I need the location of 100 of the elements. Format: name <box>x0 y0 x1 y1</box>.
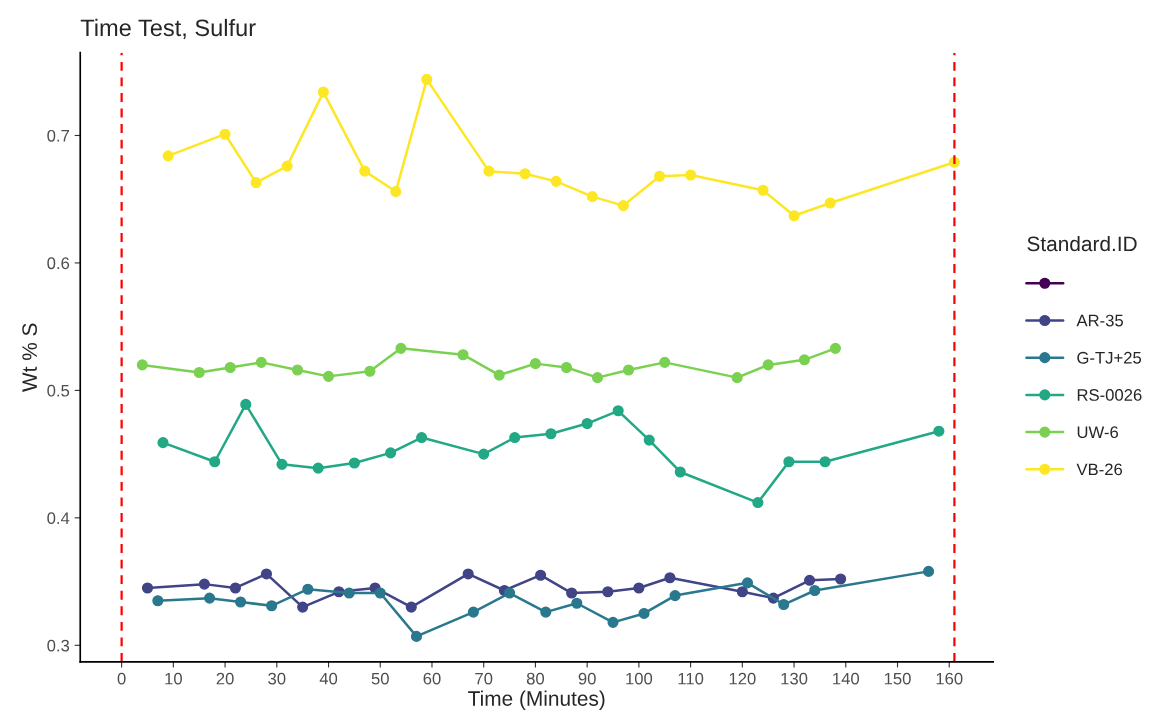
x-tick-label: 30 <box>268 672 286 685</box>
point <box>519 168 531 180</box>
x-tick-label: 150 <box>884 672 911 685</box>
legend-label: UW-6 <box>1077 426 1119 439</box>
chart-title: Time Test, Sulfur <box>80 18 256 39</box>
point <box>741 577 754 589</box>
point <box>224 361 236 374</box>
point <box>462 568 474 580</box>
point <box>659 356 671 368</box>
point <box>550 175 562 187</box>
point <box>141 582 154 594</box>
point <box>643 434 655 446</box>
point <box>136 359 148 371</box>
point <box>240 398 252 410</box>
point <box>607 616 619 628</box>
point <box>255 356 267 368</box>
point <box>421 73 433 85</box>
y-tick-label: 0.3 <box>47 639 70 652</box>
point <box>219 128 231 140</box>
y-axis-title: Wt % S <box>22 323 37 392</box>
x-tick-label: 0 <box>117 672 126 685</box>
x-tick-label: 80 <box>526 672 545 685</box>
point <box>571 597 583 609</box>
point <box>483 165 495 177</box>
point <box>731 372 743 384</box>
x-tick-label: 140 <box>833 672 860 685</box>
point <box>804 574 816 586</box>
legend-label: AR-35 <box>1076 314 1123 327</box>
point <box>809 584 821 597</box>
point <box>467 606 479 618</box>
point <box>581 417 593 430</box>
point <box>204 592 216 604</box>
x-tick-label: 50 <box>371 672 389 685</box>
point <box>152 595 164 607</box>
point <box>229 582 241 594</box>
x-tick-label: 70 <box>475 672 493 685</box>
x-axis-title: Time (Minutes) <box>468 690 605 711</box>
point <box>835 573 847 585</box>
point <box>535 569 547 581</box>
point <box>478 448 490 460</box>
x-tick-label: 100 <box>626 672 653 685</box>
x-tick-label: 130 <box>781 672 808 685</box>
y-tick-label: 0.6 <box>47 257 70 270</box>
y-tick-label: 0.7 <box>47 129 69 142</box>
point <box>374 587 386 599</box>
point <box>757 184 769 196</box>
point <box>198 578 210 590</box>
point <box>633 582 645 594</box>
x-tick-label: 60 <box>423 672 441 685</box>
x-tick-label: 10 <box>165 672 182 685</box>
y-tick-label: 0.5 <box>47 384 70 397</box>
x-tick-label: 110 <box>678 672 704 685</box>
point <box>322 370 335 382</box>
point <box>529 358 541 370</box>
point <box>410 630 423 642</box>
point <box>390 186 402 198</box>
point <box>586 191 598 203</box>
point <box>602 586 614 598</box>
point <box>783 456 795 468</box>
point <box>157 437 169 449</box>
point <box>566 587 578 599</box>
point <box>364 365 376 377</box>
legend-label: RS-0026 <box>1077 389 1142 401</box>
point <box>509 431 521 444</box>
point <box>260 568 273 580</box>
point <box>385 447 397 459</box>
x-tick-label: 90 <box>578 672 596 685</box>
x-tick-label: 160 <box>936 672 963 685</box>
point <box>250 177 262 189</box>
point <box>612 405 624 417</box>
point <box>762 359 774 371</box>
x-tick-label: 40 <box>319 672 338 685</box>
point <box>798 354 810 366</box>
legend-label: VB-26 <box>1076 463 1123 476</box>
point <box>416 431 428 444</box>
x-tick-label: 20 <box>216 672 234 685</box>
point <box>405 601 417 613</box>
point <box>824 197 836 209</box>
point <box>395 342 407 354</box>
point <box>540 606 552 618</box>
point <box>617 200 629 212</box>
point <box>281 160 293 172</box>
point <box>778 598 790 611</box>
point <box>317 86 329 98</box>
point <box>343 587 355 599</box>
point <box>493 369 505 381</box>
point <box>545 428 557 440</box>
point <box>736 586 748 598</box>
point <box>622 364 635 376</box>
point <box>752 497 764 509</box>
point <box>591 372 604 384</box>
point <box>664 572 676 584</box>
point <box>297 601 309 613</box>
point <box>291 364 304 376</box>
point <box>685 169 697 181</box>
point <box>359 165 371 177</box>
point <box>209 456 221 468</box>
point <box>276 458 288 470</box>
point <box>788 210 800 222</box>
point <box>266 600 278 612</box>
